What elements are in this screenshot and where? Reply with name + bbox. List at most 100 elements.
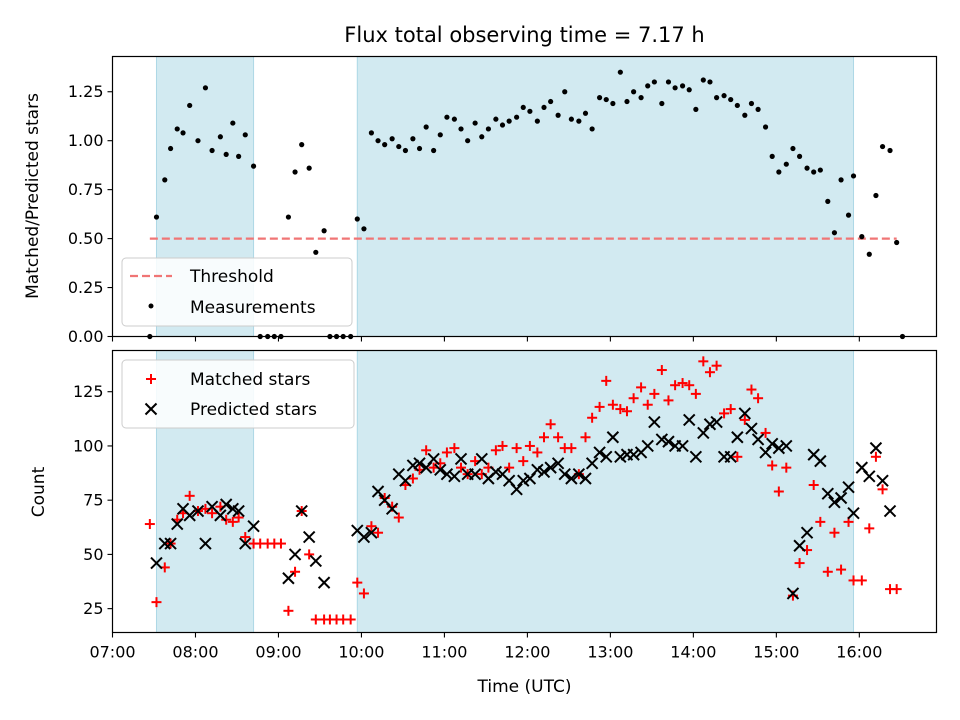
predicted-stars-point (759, 446, 772, 459)
matched-stars-point (566, 443, 577, 454)
measurement-point (187, 102, 193, 109)
measurement-point (174, 126, 180, 132)
predicted-stars-point (641, 439, 654, 453)
predicted-stars-point (489, 465, 503, 479)
matched-stars-point (497, 440, 508, 451)
x-tick-label: 13:00 (587, 643, 633, 662)
count-y-axis-label: Count (29, 466, 49, 517)
x-tick-label: 14:00 (670, 643, 716, 662)
matched-stars-point (670, 380, 681, 391)
measurement-point (242, 132, 248, 138)
measurement-point (790, 145, 796, 152)
predicted-stars-point (448, 470, 461, 483)
matched-stars-point (407, 473, 418, 484)
matched-stars-point (829, 527, 840, 538)
count-panel: 07:00 08:00 09:00 10:00 11:00 12:00 13:00 14:00… (29, 349, 938, 697)
matched-stars-point (587, 412, 598, 423)
measurement-point (776, 169, 782, 175)
x-axis-label: Time (UTC) (477, 677, 572, 697)
y-tick-label: 0.00 (68, 327, 104, 346)
matched-stars-point (393, 512, 404, 523)
predicted-stars-point (655, 433, 669, 446)
measurement-point (402, 147, 409, 154)
predicted-stars-point (786, 587, 800, 600)
measurement-point (236, 153, 242, 159)
count-legend: Matched stars Predicted stars (121, 359, 355, 429)
predicted-stars-point (158, 537, 171, 550)
matched-stars-point (649, 388, 660, 399)
predicted-stars-point (544, 461, 557, 474)
predicted-stars-point (724, 450, 737, 463)
measurement-point (562, 89, 568, 95)
matched-stars-point (352, 577, 363, 588)
predicted-stars-point (648, 415, 661, 429)
predicted-stars-point (440, 467, 454, 481)
y-tick-label: 1.25 (68, 82, 104, 101)
ratio-x-ticks (111, 336, 860, 342)
measurement-point (850, 173, 857, 179)
matched-stars-point (794, 558, 805, 569)
measurement-point (499, 122, 506, 128)
measurement-point (458, 126, 464, 132)
predicted-stars-point (365, 526, 378, 539)
predicted-stars-point (697, 426, 710, 440)
ratio-panel: 0.00 0.25 0.50 0.75 1.00 1.25 Flux total obse… (23, 23, 938, 346)
count-data-layer (144, 356, 902, 625)
measurement-point (672, 85, 678, 91)
matched-stars-point (345, 614, 356, 625)
predicted-stars-point (282, 572, 295, 585)
measurement-point (153, 214, 160, 220)
measurement-point (762, 124, 769, 130)
matched-stars-point (539, 432, 550, 443)
measurement-point (804, 165, 810, 171)
predicted-stars-point (662, 435, 675, 448)
measurement-point (707, 79, 713, 85)
matched-stars-point (358, 588, 369, 599)
legend-measurements-swatch (148, 303, 154, 309)
measurement-point (527, 108, 533, 114)
measurement-point (514, 114, 520, 120)
measurement-point (783, 161, 789, 167)
matched-stars-point (690, 388, 701, 399)
measurement-point (568, 116, 574, 122)
count-x-ticks: 07:00 08:00 09:00 10:00 11:00 12:00 13:00 14:00… (89, 632, 882, 662)
predicted-stars-point (385, 502, 399, 516)
matched-stars-point (275, 538, 286, 549)
measurement-point (202, 85, 209, 91)
ratio-legend: Threshold Measurements (121, 257, 353, 327)
matched-stars-point (151, 597, 162, 608)
measurement-point (444, 114, 450, 120)
measurement-point (479, 134, 485, 140)
measurement-point (209, 147, 215, 154)
predicted-stars-point (434, 463, 447, 477)
ratio-legend-frame (121, 257, 353, 327)
predicted-stars-point (558, 467, 571, 481)
predicted-stars-point (772, 441, 786, 455)
predicted-stars-point (406, 459, 420, 472)
measurement-point (410, 136, 416, 142)
legend-threshold-label: Threshold (189, 267, 274, 287)
x-tick-label: 16:00 (836, 643, 882, 662)
matched-stars-point (719, 408, 730, 419)
predicted-stars-point (537, 465, 551, 479)
matched-stars-point (227, 516, 238, 527)
x-tick-label: 08:00 (172, 643, 218, 662)
measurement-point (596, 95, 603, 101)
measurement-point (748, 100, 755, 107)
matched-stars-point (532, 447, 543, 458)
legend-matched-swatch (146, 374, 156, 384)
predicted-stars-point (869, 441, 883, 455)
measurement-point (728, 96, 734, 103)
predicted-stars-point (751, 433, 765, 446)
predicted-stars-point (745, 422, 758, 435)
predicted-stars-point (317, 576, 331, 589)
matched-stars-point (642, 399, 653, 410)
y-tick-label: 0.25 (68, 278, 104, 297)
matched-stars-point (504, 462, 515, 473)
measurement-point (382, 142, 388, 148)
predicted-stars-point (828, 496, 841, 509)
predicted-stars-point (214, 509, 227, 522)
measurement-point (659, 100, 665, 107)
matched-stars-point (704, 367, 715, 378)
predicted-stars-point (232, 504, 245, 518)
